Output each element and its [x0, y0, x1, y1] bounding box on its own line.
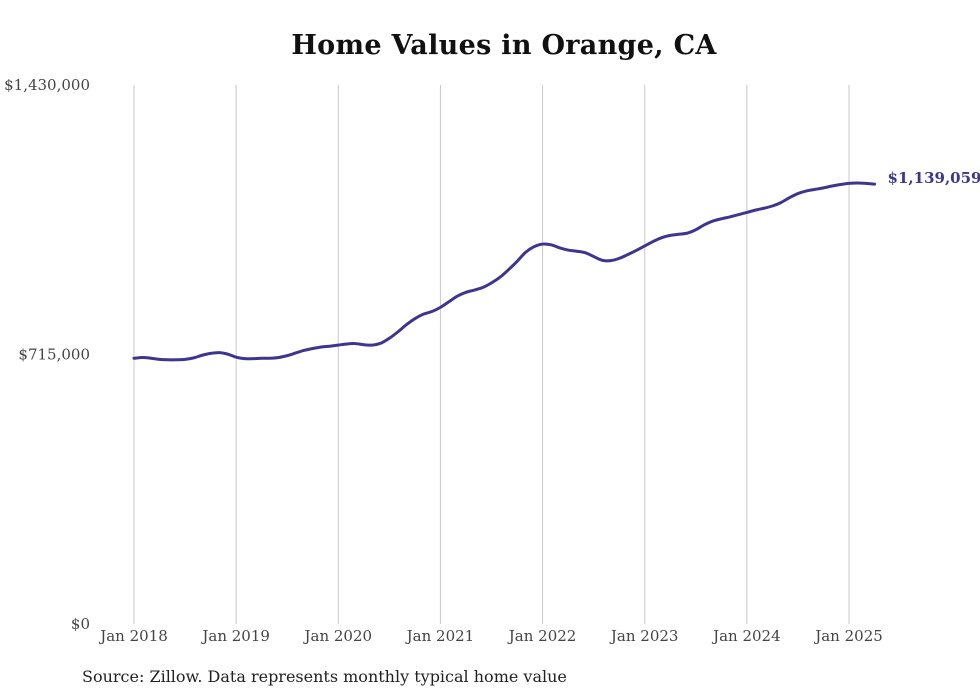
chart-title: Home Values in Orange, CA	[291, 30, 717, 61]
x-tick-label: Jan 2025	[813, 627, 883, 645]
series-layer: $1,139,059	[132, 169, 980, 362]
y-axis-ticks: $0 $715,000 $1,430,000	[4, 76, 90, 633]
y-tick-label: $0	[71, 615, 90, 633]
x-tick-label: Jan 2021	[405, 627, 475, 645]
x-tick-label: Jan 2022	[507, 627, 577, 645]
x-tick-label: Jan 2023	[609, 627, 679, 645]
source-note: Source: Zillow. Data represents monthly …	[82, 667, 567, 686]
y-tick-label: $715,000	[18, 346, 90, 364]
x-tick-label: Jan 2024	[711, 627, 781, 645]
series-line	[132, 181, 877, 362]
x-tick-label: Jan 2019	[200, 627, 270, 645]
gridlines	[133, 85, 850, 624]
y-tick-label: $1,430,000	[4, 76, 90, 94]
x-tick-label: Jan 2018	[98, 627, 168, 645]
x-tick-label: Jan 2020	[303, 627, 373, 645]
x-axis-ticks: Jan 2018 Jan 2019 Jan 2020 Jan 2021 Jan 2022…	[98, 627, 883, 645]
end-value-label: $1,139,059	[888, 169, 980, 187]
